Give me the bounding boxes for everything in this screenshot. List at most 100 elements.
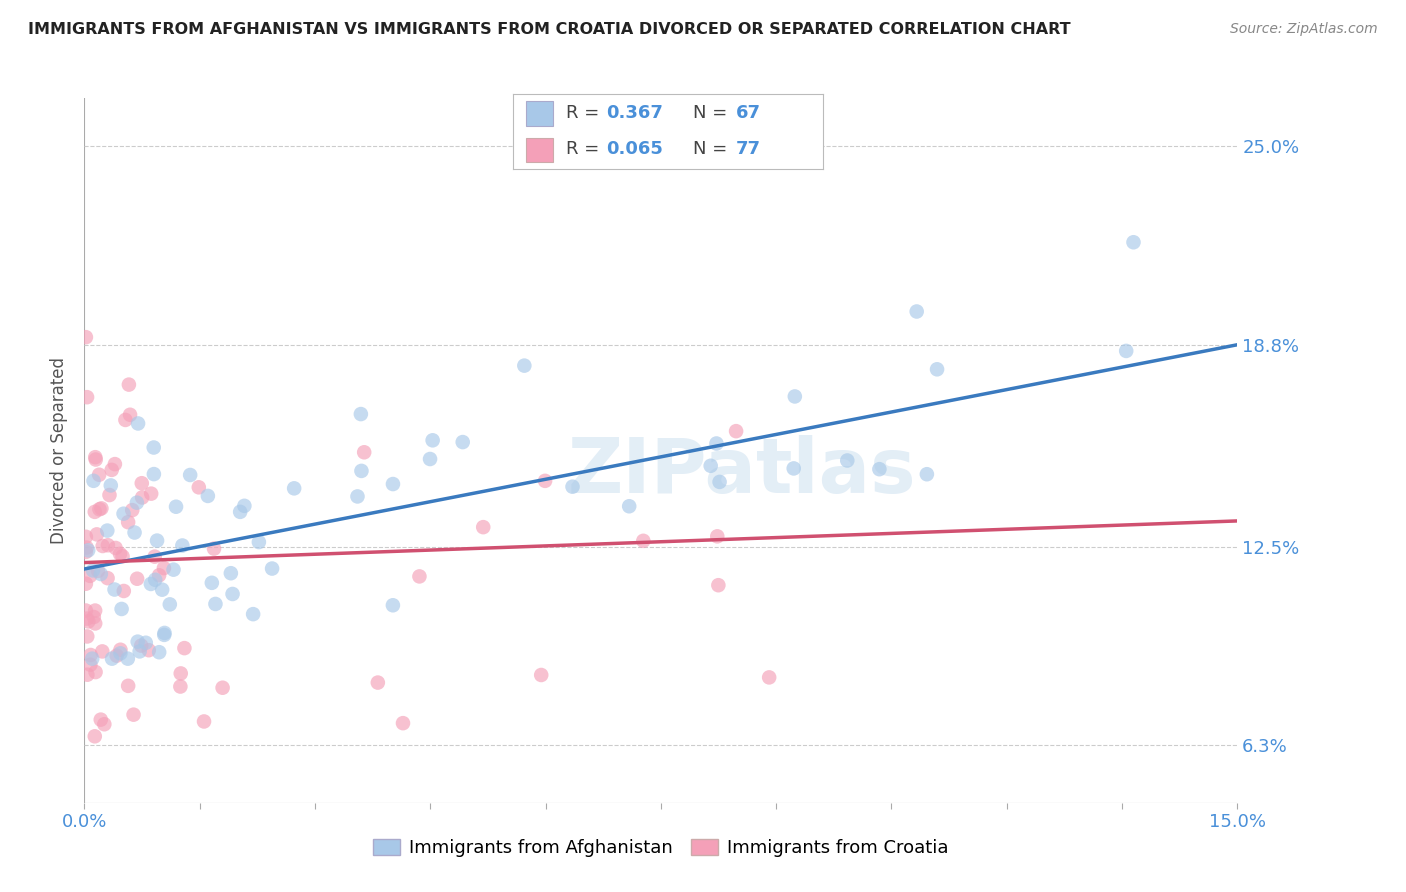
Point	[103, 582, 125, 597]
Point	[127, 572, 149, 586]
Point	[758, 670, 780, 684]
Point	[131, 491, 153, 505]
Point	[76, 541, 98, 555]
Point	[91, 644, 114, 658]
Point	[419, 452, 441, 467]
Legend: Immigrants from Afghanistan, Immigrants from Croatia: Immigrants from Afghanistan, Immigrants …	[366, 831, 956, 864]
Text: Source: ZipAtlas.com: Source: ZipAtlas.com	[1230, 22, 1378, 37]
Point	[350, 407, 373, 421]
Point	[121, 503, 143, 517]
Point	[122, 707, 145, 722]
Point	[162, 563, 184, 577]
Point	[76, 630, 98, 644]
Point	[90, 501, 112, 516]
Point	[84, 665, 107, 679]
Point	[141, 486, 163, 500]
Point	[350, 464, 373, 478]
Point	[89, 502, 111, 516]
Point	[139, 577, 162, 591]
Point	[915, 467, 938, 482]
Point	[219, 566, 242, 581]
Point	[367, 675, 389, 690]
Point	[79, 648, 101, 662]
Point	[100, 463, 122, 477]
Point	[233, 499, 256, 513]
Point	[153, 628, 176, 642]
Point	[104, 457, 127, 471]
Text: N =: N =	[693, 104, 733, 122]
Point	[513, 359, 536, 373]
Point	[633, 533, 655, 548]
Point	[262, 561, 284, 575]
Point	[90, 567, 112, 582]
Point	[138, 643, 160, 657]
Point	[172, 539, 194, 553]
Point	[837, 453, 859, 467]
Point	[110, 646, 132, 660]
Point	[110, 642, 132, 657]
Point	[925, 362, 948, 376]
Point	[451, 435, 474, 450]
Point	[75, 530, 97, 544]
Point	[202, 541, 225, 556]
Point	[75, 603, 97, 617]
Point	[114, 413, 136, 427]
Point	[868, 462, 890, 476]
Point	[783, 461, 806, 475]
Point	[165, 500, 187, 514]
Point	[84, 603, 107, 617]
Point	[79, 569, 101, 583]
Point	[709, 475, 731, 489]
Point	[699, 458, 721, 473]
Point	[83, 610, 105, 624]
Point	[153, 561, 176, 575]
Y-axis label: Divorced or Separated: Divorced or Separated	[51, 357, 69, 544]
Point	[105, 648, 128, 663]
Point	[90, 713, 112, 727]
Point	[82, 651, 104, 665]
Point	[204, 597, 226, 611]
Point	[169, 680, 191, 694]
Text: N =: N =	[693, 140, 733, 158]
Point	[783, 389, 806, 403]
Point	[187, 480, 209, 494]
Point	[127, 634, 149, 648]
Text: IMMIGRANTS FROM AFGHANISTAN VS IMMIGRANTS FROM CROATIA DIVORCED OR SEPARATED COR: IMMIGRANTS FROM AFGHANISTAN VS IMMIGRANT…	[28, 22, 1071, 37]
Point	[143, 549, 166, 564]
Point	[148, 645, 170, 659]
Point	[706, 436, 728, 450]
Point	[118, 377, 141, 392]
Point	[84, 452, 107, 467]
Point	[87, 564, 110, 578]
Point	[193, 714, 215, 729]
Point	[905, 304, 928, 318]
Text: 0.065: 0.065	[606, 140, 662, 158]
Point	[77, 543, 100, 558]
Point	[142, 467, 165, 482]
Point	[98, 488, 121, 502]
Point	[77, 615, 100, 629]
Point	[127, 417, 149, 431]
Point	[118, 408, 141, 422]
Point	[1122, 235, 1144, 250]
Point	[179, 467, 201, 482]
Point	[135, 636, 157, 650]
Text: 0.367: 0.367	[606, 104, 662, 122]
Point	[247, 535, 270, 549]
Point	[83, 505, 105, 519]
Point	[84, 616, 107, 631]
Point	[530, 668, 553, 682]
Point	[97, 538, 120, 552]
Point	[706, 529, 728, 543]
Point	[76, 390, 98, 404]
Point	[89, 467, 111, 482]
Point	[534, 474, 557, 488]
Point	[75, 330, 97, 344]
Point	[104, 541, 127, 555]
Point	[148, 568, 170, 582]
Point	[381, 599, 404, 613]
Point	[472, 520, 495, 534]
Point	[353, 445, 375, 459]
Point	[82, 563, 104, 577]
Point	[283, 481, 305, 495]
